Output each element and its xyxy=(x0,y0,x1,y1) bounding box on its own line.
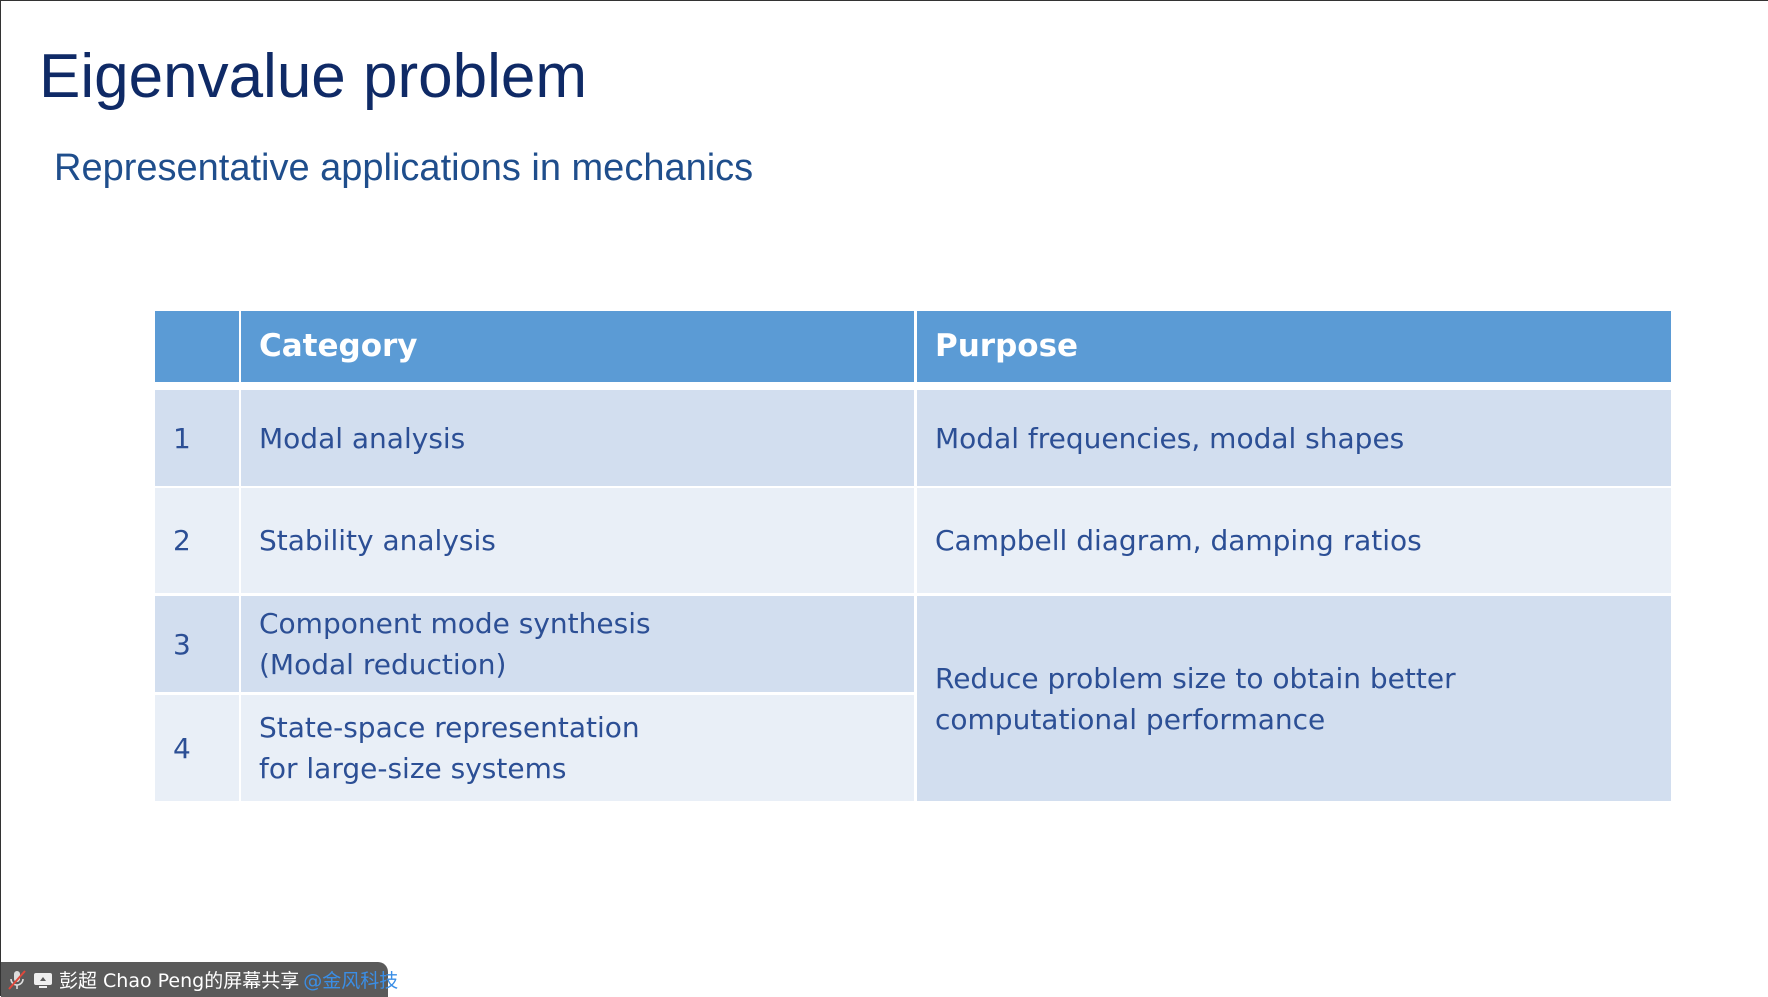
header-category: Category xyxy=(241,311,914,382)
row-4-category: State-space representation for large-size… xyxy=(241,695,914,801)
merged-purpose-line-1: Reduce problem size to obtain better xyxy=(935,661,1456,695)
row-2-purpose: Campbell diagram, damping ratios xyxy=(917,488,1671,593)
header-num xyxy=(155,311,239,382)
row-2-num: 2 xyxy=(155,488,239,593)
row-1-category: Modal analysis xyxy=(241,390,914,486)
row-4-category-line-1: State-space representation xyxy=(259,711,640,744)
share-label: 彭超 Chao Peng的屏幕共享 xyxy=(59,970,300,992)
row-3-4-purpose: Reduce problem size to obtain better comp… xyxy=(917,596,1671,801)
microphone-muted-icon[interactable] xyxy=(7,969,27,991)
merged-purpose-line-2: computational performance xyxy=(935,702,1326,736)
slide-subtitle: Representative applications in mechanics xyxy=(54,147,754,189)
row-3-num: 3 xyxy=(155,596,239,692)
header-purpose: Purpose xyxy=(917,311,1671,382)
row-3-category-line-1: Component mode synthesis xyxy=(259,607,651,640)
row-1-purpose: Modal frequencies, modal shapes xyxy=(917,390,1671,486)
row-4-num: 4 xyxy=(155,695,239,801)
row-4-category-line-2: for large-size systems xyxy=(259,752,567,785)
screen-share-icon[interactable] xyxy=(33,969,53,991)
row-3-category-line-2: (Modal reduction) xyxy=(259,648,507,681)
row-2-category: Stability analysis xyxy=(241,488,914,593)
screen-share-bar[interactable]: 彭超 Chao Peng的屏幕共享 @金风科技 xyxy=(1,962,398,997)
row-3-category: Component mode synthesis (Modal reduction… xyxy=(241,596,914,692)
row-1-num: 1 xyxy=(155,390,239,486)
share-org: @金风科技 xyxy=(303,970,399,992)
slide-title: Eigenvalue problem xyxy=(39,42,588,111)
